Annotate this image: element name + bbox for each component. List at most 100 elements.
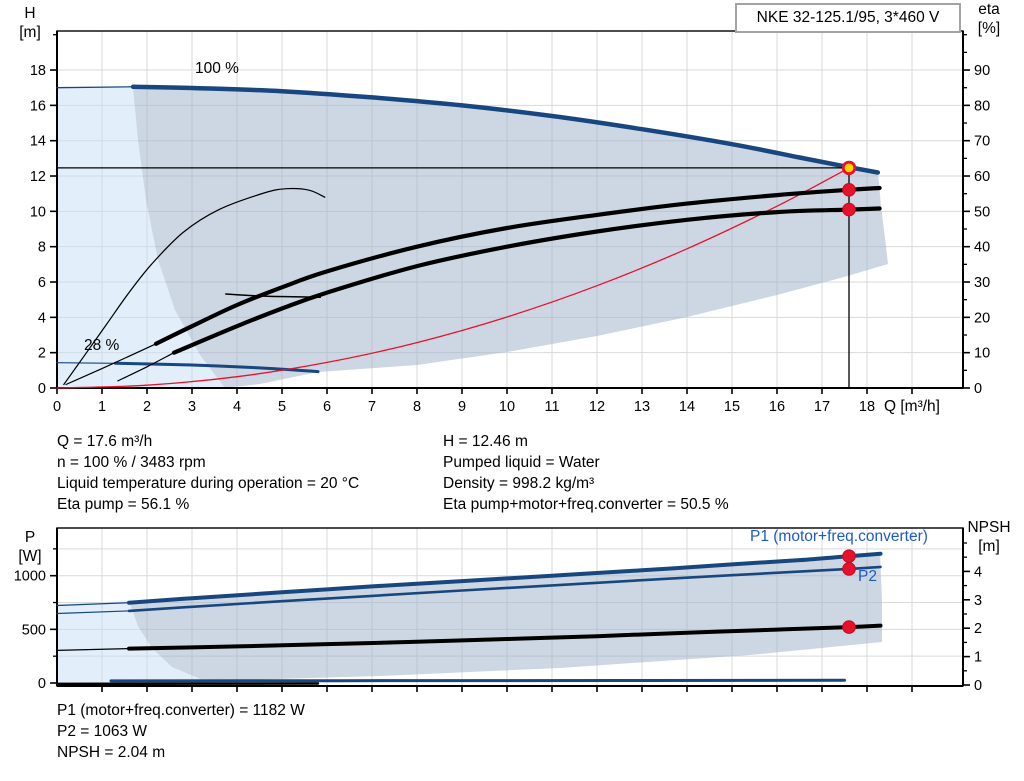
p1-curve [127, 551, 883, 605]
info-head: H = 12.46 m [443, 433, 528, 450]
info-speed: n = 100 % / 3483 rpm [57, 454, 206, 471]
npsh-axis-title-line1: NPSH [967, 519, 1011, 536]
system-curve [56, 167, 850, 389]
p-tick-label-1000: 1000 [14, 569, 46, 585]
p2-thin-ext [56, 610, 130, 615]
eta-tick-label-40: 40 [974, 240, 990, 256]
npsh-tick-label-2: 2 [974, 621, 982, 637]
q-tick-label-18: 18 [859, 399, 875, 415]
QH-eta-chart-operating-envelope [133, 88, 888, 388]
q-tick-label-17: 17 [814, 399, 830, 415]
result-p1: P1 (motor+freq.converter) = 1182 W [57, 702, 305, 719]
power-npsh-chart-low-flow-region [57, 601, 205, 686]
eta-pump [153, 185, 882, 346]
npsh-curve [127, 623, 883, 651]
q-tick-label-0: 0 [53, 399, 61, 415]
info-pumped-liquid: Pumped liquid = Water [443, 454, 600, 471]
p2-curve-label: P2 [858, 568, 877, 585]
eta-tick-label-30: 30 [974, 275, 990, 291]
npsh-tick-label-1: 1 [974, 650, 982, 666]
head-100pct [130, 84, 881, 175]
head-100pct-thin-ext [56, 86, 134, 89]
h-tick-label-0: 0 [38, 381, 46, 397]
npsh-point [842, 620, 856, 634]
eta-tick-label-0: 0 [974, 381, 982, 397]
eta-axis-title-line2: [%] [977, 20, 1001, 37]
npsh-thin-ext [56, 648, 130, 651]
info-eta-pump: Eta pump = 56.1 % [57, 496, 190, 513]
eta-total-point [842, 202, 856, 217]
q-tick-label-9: 9 [458, 399, 466, 415]
head-28pct-thin-ext [56, 362, 117, 364]
info-liquid-temperature: Liquid temperature during operation = 20… [57, 475, 360, 492]
q-tick-label-6: 6 [323, 399, 331, 415]
q-tick-label-5: 5 [278, 399, 286, 415]
q-tick-label-1: 1 [98, 399, 106, 415]
duty-info-left-column: Q = 17.6 m³/h n = 100 % / 3483 rpm Liqui… [57, 431, 359, 515]
speed-28pct-label: 28 % [84, 337, 120, 354]
h-tick-label-18: 18 [30, 63, 46, 79]
result-p2: P2 = 1063 W [57, 723, 148, 740]
eta-100pct-thin [63, 187, 326, 386]
eta-total [171, 206, 882, 355]
q-tick-label-2: 2 [143, 399, 151, 415]
eta-pump-point [842, 182, 856, 197]
h-axis-title: H [m] [8, 4, 52, 42]
h-axis-title-line2: [m] [19, 24, 41, 41]
eta-tick-label-70: 70 [974, 134, 990, 150]
q-tick-label-16: 16 [769, 399, 785, 415]
eta-tick-label-10: 10 [974, 346, 990, 362]
p-axis-title-line1: P [24, 529, 36, 546]
p2-point [842, 562, 856, 576]
q-tick-label-15: 15 [724, 399, 740, 415]
info-eta-total: Eta pump+motor+freq.converter = 50.5 % [443, 496, 729, 513]
h-tick-label-8: 8 [38, 240, 46, 256]
h-tick-label-10: 10 [30, 204, 46, 220]
eta-total-thin-ext [117, 352, 175, 382]
result-npsh: NPSH = 2.04 m [57, 744, 166, 761]
npsh-axis-title: NPSH [m] [958, 518, 1020, 556]
q-axis-title: Q [m³/h] [884, 398, 940, 415]
info-density: Density = 998.2 kg/m³ [443, 475, 595, 492]
h-tick-label-6: 6 [38, 275, 46, 291]
duty-point [841, 160, 857, 176]
npsh-tick-label-3: 3 [974, 593, 982, 609]
npsh-tick-label-4: 4 [974, 564, 982, 580]
p-axis-title-line2: [W] [18, 548, 42, 565]
duty-info-right-column: H = 12.46 m Pumped liquid = Water Densit… [443, 431, 729, 515]
q-tick-label-8: 8 [413, 399, 421, 415]
speed-100pct-label: 100 % [195, 60, 239, 77]
p1-point [842, 549, 856, 563]
p1-curve-label: P1 (motor+freq.converter) [750, 528, 928, 545]
eta-tick-label-90: 90 [974, 63, 990, 79]
eta-branch-thin [225, 293, 322, 298]
eta-pump-thin-ext [65, 343, 157, 386]
q-tick-label-13: 13 [634, 399, 650, 415]
q-tick-label-14: 14 [679, 399, 695, 415]
eta-tick-label-20: 20 [974, 310, 990, 326]
h-tick-label-14: 14 [30, 134, 46, 150]
p-tick-label-500: 500 [22, 622, 46, 638]
p1-thin-ext [56, 602, 130, 607]
h-tick-label-2: 2 [38, 346, 46, 362]
eta-tick-label-80: 80 [974, 98, 990, 114]
q-tick-label-4: 4 [233, 399, 241, 415]
p2-curve [127, 565, 882, 613]
h-tick-label-12: 12 [30, 169, 46, 185]
q-tick-label-7: 7 [368, 399, 376, 415]
q-tick-label-10: 10 [499, 399, 515, 415]
npsh-axis-title-line2: [m] [978, 538, 1000, 555]
h-tick-label-16: 16 [30, 98, 46, 114]
power-npsh-chart-operating-envelope [129, 554, 882, 681]
QH-eta-chart-low-flow-region [57, 88, 225, 388]
q-tick-label-12: 12 [589, 399, 605, 415]
eta-axis-title: eta [%] [966, 0, 1012, 38]
eta-tick-label-50: 50 [974, 204, 990, 220]
q-tick-label-11: 11 [544, 399, 559, 415]
p-tick-label-0: 0 [38, 676, 46, 692]
eta-tick-label-60: 60 [974, 169, 990, 185]
h-axis-title-line1: H [24, 5, 36, 22]
